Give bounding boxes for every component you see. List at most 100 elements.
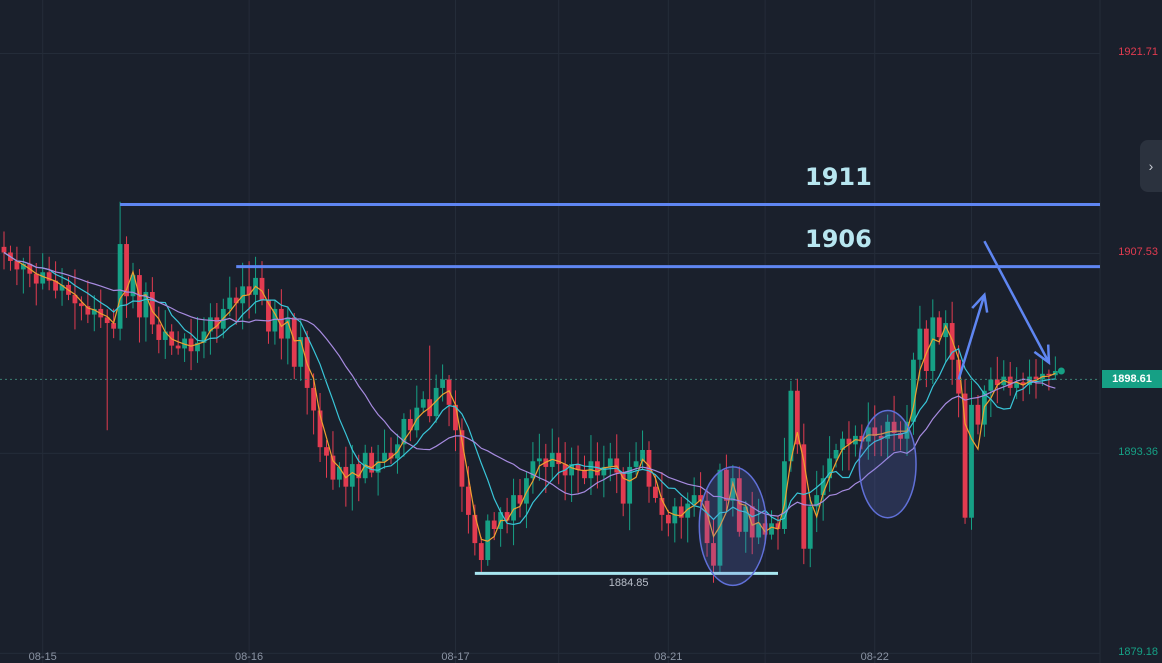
candle-body [156,324,162,340]
candle-body [994,379,1000,386]
candle-body [717,469,723,566]
candle-body [278,308,284,339]
candle-body [298,337,304,367]
forecast-arrow-0 [957,294,986,380]
resistance-level-label-1911: 1911 [805,162,872,191]
highlight-ellipse-2 [698,466,768,587]
candle-body [285,317,291,339]
candle-body [491,520,497,529]
candle-body [685,503,691,518]
candle-body [324,447,329,456]
candle-body [233,297,239,304]
candle-body [917,328,923,360]
candle-body [40,272,46,284]
price-tick-label: 1893.36 [1118,446,1158,459]
candle-body [1014,382,1020,388]
candle-body [349,464,355,487]
candle-body [782,461,787,529]
candle-body [1007,376,1013,388]
candle-body [659,497,665,515]
candle-body [807,506,813,549]
candle-body [369,452,375,473]
candle-body [485,520,491,561]
resistance-level-label-1906: 1906 [805,224,872,253]
candle-body [620,472,626,504]
candle-body [1020,382,1026,386]
candle-body [504,512,510,521]
candle-body [291,317,297,367]
candle-body [266,300,271,332]
candle-body [762,523,768,535]
date-tick-label: 08-16 [235,651,264,663]
forecast-arrowhead-0 [971,292,989,313]
candle-body [188,338,194,352]
candle-body [936,317,942,338]
candle-body [530,461,536,479]
candle-body [769,523,774,535]
candle-body [678,506,684,518]
candle-body [407,418,413,431]
candle-body [943,323,949,338]
candle-body [466,486,471,515]
candle-body [582,469,587,479]
date-tick-label: 08-15 [28,651,57,663]
candle-body [975,404,981,425]
candle-body [79,303,84,307]
candle-body [330,455,336,480]
candle-body [517,495,523,504]
candle-body [743,506,749,532]
forecast-arrowhead-1 [1033,344,1051,366]
date-tick-label: 08-17 [441,651,470,663]
candle-body [988,379,994,391]
date-tick-label: 08-22 [860,651,889,663]
candle-body [711,543,716,566]
candle-body [633,461,639,467]
price-tick-label: 1907.53 [1118,246,1158,259]
candle-body [208,317,213,332]
candle-body [1,246,7,253]
candle-body [653,486,658,498]
candle-body [14,260,20,270]
candle-body [627,466,633,504]
candle-body [433,387,439,417]
candle-body [46,272,52,281]
candle-body [175,345,181,349]
highlight-ellipse-3 [858,409,917,519]
candle-body [317,410,323,448]
candle-body [1033,376,1039,380]
forecast-arrow-1 [983,240,1051,364]
candle-body [820,478,826,496]
candle-body [698,495,703,501]
candle-body [969,404,974,518]
candle-body [472,514,478,544]
candle-body [930,317,936,371]
candle-body [337,466,342,480]
chevron-right-icon[interactable]: › [1140,140,1162,192]
candle-body [736,478,742,532]
candle-body [420,399,426,408]
candle-body [382,452,387,462]
candle-body [898,433,903,439]
live-price-dot [1057,367,1065,375]
current-price-badge: 1898.61 [1102,370,1162,389]
candle-body [891,421,897,434]
candle-body [214,317,220,329]
candle-body [53,280,58,291]
candle-body [33,273,39,284]
candle-body [749,506,755,538]
candle-body [117,244,123,329]
candle-body [401,418,407,445]
candle-body [246,286,252,295]
candle-body [124,244,129,297]
candle-body [756,523,762,538]
candle-body [794,390,800,445]
candle-body [536,458,542,462]
candle-body [575,464,581,470]
candle-body [195,342,200,352]
candle-body [130,275,136,297]
price-tick-label: 1879.18 [1118,646,1158,659]
candle-body [801,444,807,549]
candle-body [704,500,710,544]
